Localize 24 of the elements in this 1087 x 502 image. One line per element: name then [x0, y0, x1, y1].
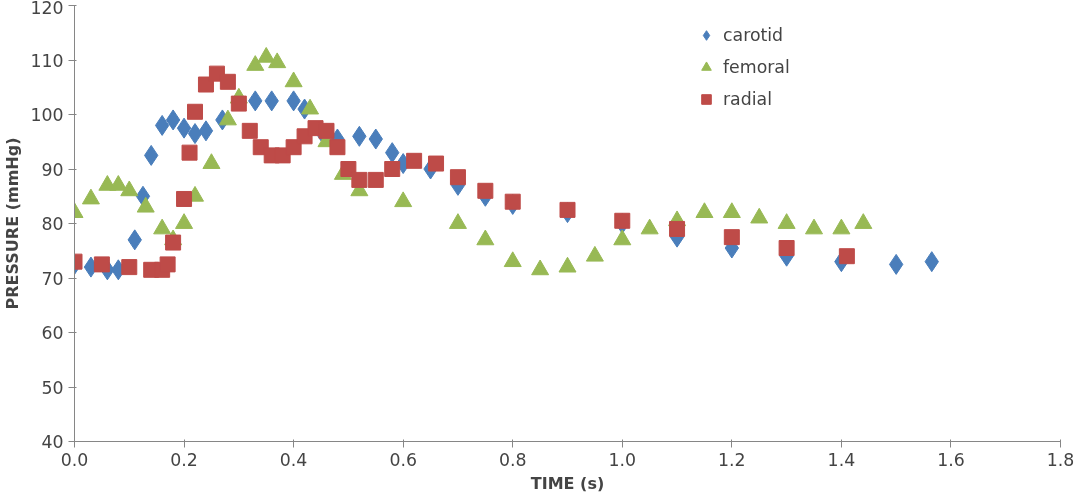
- x-tick-label: 1.0: [608, 449, 637, 470]
- y-tick-label: 80: [41, 214, 64, 234]
- x-tick-label: 0.2: [170, 449, 198, 470]
- legend-label: carotid: [723, 25, 784, 45]
- y-tick-label: 100: [30, 105, 64, 125]
- y-axis-title: PRESSURE (mmHg): [3, 137, 23, 310]
- y-tick-label: 50: [41, 377, 64, 398]
- x-tick-label: 1.2: [718, 449, 746, 470]
- y-tick-label: 90: [41, 159, 64, 180]
- y-tick-label: 60: [41, 323, 64, 343]
- x-tick-label: 0.0: [60, 449, 89, 470]
- x-tick-label: 1.4: [827, 449, 856, 470]
- y-tick-label: 110: [30, 50, 64, 71]
- x-axis-title: TIME (s): [530, 473, 605, 493]
- y-tick-label: 40: [41, 432, 64, 452]
- x-tick-label: 0.8: [498, 449, 527, 470]
- x-tick-label: 0.6: [389, 449, 417, 470]
- y-tick-label: 120: [30, 0, 64, 18]
- legend-label: radial: [723, 89, 772, 109]
- x-tick-label: 0.4: [279, 449, 308, 470]
- x-tick-label: 1.6: [937, 449, 965, 470]
- legend-label: femoral: [723, 57, 790, 77]
- x-tick-label: 1.8: [1046, 449, 1075, 470]
- y-tick-label: 70: [41, 268, 64, 289]
